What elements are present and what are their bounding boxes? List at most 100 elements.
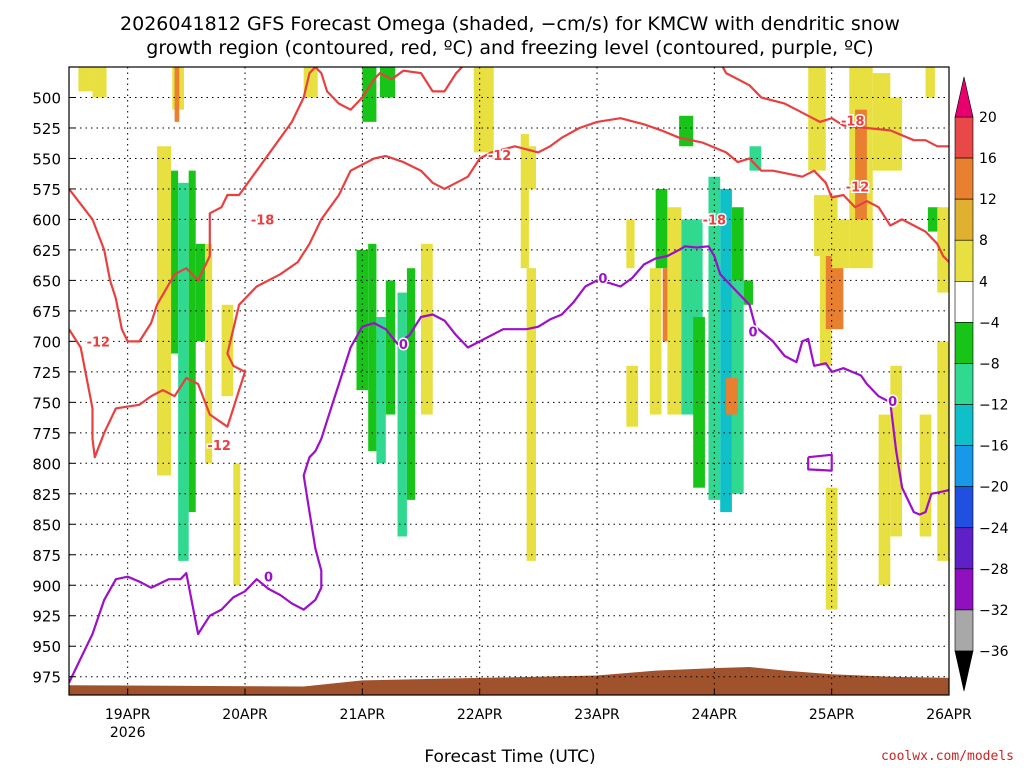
omega-shade-region-36 (708, 176, 721, 500)
omega-shade-region-40 (743, 280, 754, 305)
chart-title-line-2: growth region (contoured, red, ºC) and f… (146, 37, 873, 59)
xtick-label-2: 21APR (340, 707, 386, 723)
plot-frame (68, 66, 950, 696)
colorbar-label-7: −12 (979, 398, 1009, 414)
ytick-label-825: 825 (32, 486, 61, 504)
omega-shade-region-14 (368, 243, 377, 452)
colorbar-segment-3 (954, 239, 974, 282)
omega-shade-region-6 (195, 243, 206, 342)
series-line-dgz_lower_-12 (69, 117, 949, 459)
omega-shade-region-18 (406, 268, 416, 500)
ytick-label-775: 775 (32, 425, 61, 443)
ytick-label-950: 950 (32, 638, 61, 656)
ytick-label-550: 550 (32, 150, 61, 168)
omega-shade-region-4 (178, 182, 189, 561)
ytick-label-575: 575 (32, 181, 61, 199)
omega-shade-region-0 (78, 67, 93, 92)
xtick-label-7: 26APR (926, 707, 972, 723)
ytick-label-875: 875 (32, 547, 61, 565)
colorbar-segment-9 (954, 486, 974, 529)
ytick-label-500: 500 (32, 89, 61, 107)
omega-shade-region-26 (526, 268, 536, 561)
plot-area: -18 -12 -18 -12 -12 -18 -12 0 0 0 0 0 500 525 550 575 60… (32, 66, 1009, 741)
omega-shade-region-59 (937, 341, 949, 561)
colorbar-label-6: −8 (979, 356, 1000, 372)
credit-link[interactable]: coolwx.com/models (881, 749, 1014, 764)
xtick-label-6: 25APR (809, 707, 855, 723)
colorbar-segment-1 (954, 157, 974, 200)
omega-shade-region-52 (884, 97, 903, 171)
contour-label-5: -18 (703, 213, 727, 228)
contour-label-3: -12 (846, 181, 870, 196)
omega-shade-region-55 (919, 414, 932, 537)
ytick-label-925: 925 (32, 608, 61, 626)
ytick-label-600: 600 (32, 211, 61, 229)
series-line-freezing_level_0_closed (807, 453, 833, 472)
x-axis-label: Forecast Time (UTC) (424, 747, 595, 767)
omega-shade-region-19 (421, 243, 433, 415)
omega-shade-region-9 (174, 67, 180, 122)
omega-shade-region-43 (808, 67, 826, 171)
ytick-label-750: 750 (32, 394, 61, 412)
omega-shade-region-7 (205, 243, 213, 464)
xtick-label-5: 24APR (692, 707, 738, 723)
colorbar-segment-6 (954, 363, 974, 405)
omega-shade-region-53 (878, 414, 891, 586)
colorbar-label-3: 8 (979, 233, 988, 249)
colorbar-label-2: 12 (979, 192, 997, 208)
omega-shade-region-48 (831, 219, 850, 269)
omega-shade-region-58 (937, 207, 949, 293)
contour-label-9: 0 (749, 326, 758, 341)
xtick-label-1: 20APR (222, 707, 268, 723)
xtick-label-3: 22APR (457, 707, 503, 723)
xtick-sublabel-0: 2026 (110, 725, 146, 741)
colorbar-label-11: −28 (979, 562, 1009, 578)
colorbar-label-5: −4 (979, 315, 1000, 331)
omega-shade-region-17 (397, 292, 407, 537)
omega-shade-region-39 (731, 207, 744, 281)
ytick-label-700: 700 (32, 333, 61, 351)
omega-shade-region-35 (693, 316, 705, 488)
ytick-label-800: 800 (32, 455, 61, 473)
colorbar-label-10: −24 (979, 521, 1009, 537)
colorbar-bottom-arrow (954, 650, 974, 692)
series-line-dgz_upper_-18 (69, 67, 949, 343)
contour-label-7: 0 (399, 338, 408, 353)
colorbar-segment-11 (954, 568, 974, 611)
colorbar-label-8: −16 (979, 439, 1009, 455)
contour-label-0: -18 (251, 213, 275, 228)
omega-shade-region-11 (233, 463, 241, 586)
ytick-label-725: 725 (32, 364, 61, 382)
ytick-label-975: 975 (32, 669, 61, 687)
omega-shade-region-47 (825, 487, 838, 610)
colorbar-top-arrow (954, 76, 974, 118)
omega-shade-region-29 (649, 268, 662, 415)
omega-shade-region-22 (473, 67, 486, 153)
contour-label-10: 0 (888, 395, 897, 410)
colorbar-segment-5 (954, 322, 974, 364)
omega-shade-region-12 (303, 67, 318, 98)
series-line-freezing_level_0 (69, 245, 949, 684)
omega-shade-region-15 (376, 316, 386, 464)
xtick-label-4: 23APR (574, 707, 620, 723)
colorbar-label-0: 20 (979, 110, 997, 126)
omega-shade-region-28 (626, 365, 639, 427)
omega-shade-region-1 (92, 67, 107, 98)
omega-shade-region-25 (526, 146, 536, 189)
colorbar-segment-12 (954, 609, 974, 652)
contour-label-1: -12 (87, 335, 111, 350)
contour-label-11: 0 (264, 571, 273, 586)
omega-shade-region-33 (679, 115, 694, 147)
colorbar-label-13: −36 (979, 644, 1009, 660)
ytick-label-625: 625 (32, 242, 61, 260)
ytick-label-675: 675 (32, 303, 61, 321)
omega-shade-region-42 (726, 377, 738, 415)
colorbar-segment-7 (954, 404, 974, 446)
contour-label-6: -12 (207, 439, 231, 454)
omega-shade-region-16 (385, 280, 396, 415)
contour-label-8: 0 (598, 272, 607, 287)
plot-clip-group: -18 -12 -18 -12 -12 -18 -12 0 0 0 0 0 (69, 67, 949, 695)
ytick-label-650: 650 (32, 272, 61, 290)
omega-shade-region-30 (655, 188, 668, 269)
